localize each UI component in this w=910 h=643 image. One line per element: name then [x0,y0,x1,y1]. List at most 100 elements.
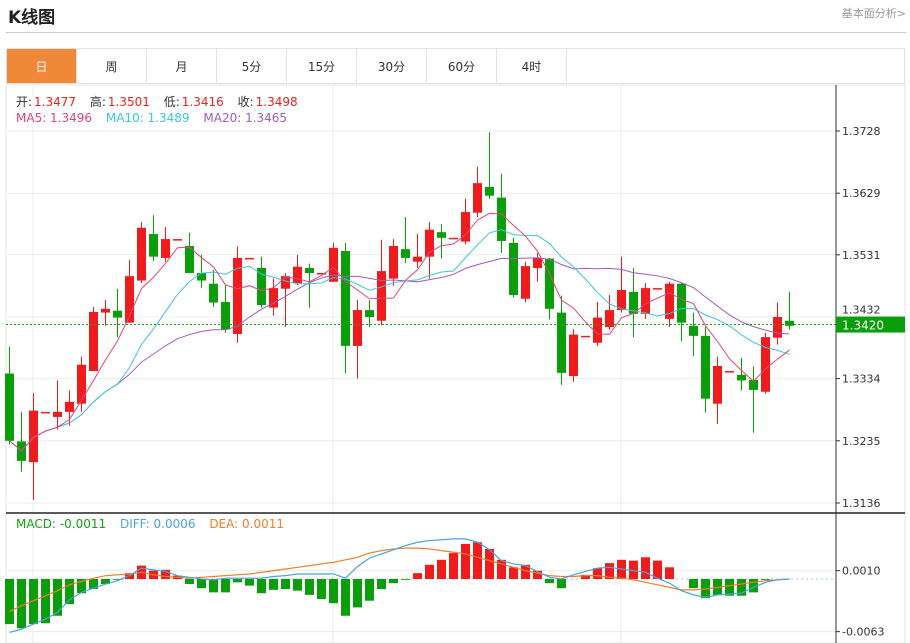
macd-bar [281,579,290,590]
candle-body [569,334,578,377]
price-tick-label: 1.3235 [842,435,881,448]
ma5-line [9,212,790,452]
price-tick-label: 1.3728 [842,125,881,138]
candle-body [773,317,782,338]
candle-body [377,271,386,321]
candle-body [641,288,650,314]
candle-body [749,379,758,390]
macd-bar [665,567,674,579]
candle-body [89,311,98,372]
fundamental-analysis-link[interactable]: 基本面分析> [841,7,906,20]
candle-body [293,266,302,284]
low-value: 1.3416 [181,95,224,109]
candle-body [281,276,290,289]
candle-body [341,251,350,346]
macd-bar [461,543,470,579]
candle-body [737,374,746,381]
candle-body [761,337,770,392]
candle-body [209,283,218,303]
open-value: 1.3477 [34,95,77,109]
macd-bar [5,579,14,625]
candle-body [521,266,530,299]
candle-body [161,239,170,258]
candle-body [497,197,506,241]
macd-bar [593,568,602,579]
candle-body [41,411,50,414]
chart-frame [5,84,906,643]
macd-bar [293,579,302,591]
candle-body [581,335,590,338]
macd-bar [497,559,506,579]
candle-body [101,308,110,313]
macd-bar [629,560,638,579]
diff-value: DIFF: 0.0006 [119,517,196,531]
macd-bar [737,579,746,596]
ma10-line [9,229,790,452]
candle-body [785,320,794,326]
macd-bar [365,579,374,601]
tab-15min[interactable]: 15分 [287,49,357,83]
candle-body [305,267,314,274]
macd-bar [245,579,254,586]
tab-day[interactable]: 日 [7,49,77,83]
candle-body [413,256,422,262]
candle-body [461,212,470,242]
candle-body [689,325,698,336]
macd-bar [197,579,206,589]
candle-body [65,401,74,412]
macd-bar [509,567,518,579]
macd-bar [545,579,554,584]
candle-body [533,257,542,268]
candle-body [593,317,602,343]
candle-body [5,373,14,441]
candle-body [473,183,482,213]
period-tabs: 日 周 月 5分 15分 30分 60分 4时 [6,48,905,84]
price-tick-label: 1.3432 [842,304,881,317]
candle-body [233,257,242,334]
diff-line [9,538,790,634]
macd-bar [269,579,278,590]
macd-bar [725,579,734,596]
candle-body [137,227,146,281]
macd-bar [185,579,194,585]
candle-body [365,310,374,317]
macd-bar [77,579,86,594]
macd-bar [557,579,566,589]
tab-4hour[interactable]: 4时 [497,49,567,83]
macd-bar [473,542,482,579]
macd-bar [389,579,398,584]
ma10-value: MA10: 1.3489 [105,111,190,125]
price-tick-label: 1.3334 [842,373,881,386]
macd-bar [437,559,446,579]
current-price-badge [836,316,905,333]
candle-body [665,283,674,319]
macd-tick-label: 0.0010 [842,565,881,578]
macd-bar [533,570,542,579]
candle-body [221,301,230,330]
high-label: 高: [89,95,106,109]
tab-60min[interactable]: 60分 [427,49,497,83]
candle-body [725,371,734,373]
macd-bar [401,579,410,580]
candle-body [185,245,194,274]
macd-bar [89,579,98,590]
tab-30min[interactable]: 30分 [357,49,427,83]
macd-bar [41,579,50,624]
dea-value: DEA: 0.0011 [209,517,284,531]
macd-bar [221,579,230,593]
macd-bar [425,564,434,579]
divider [6,32,906,33]
candle-body [653,288,662,290]
ohlc-legend: 开: 1.3477 高: 1.3501 低: 1.3416 收: 1.3498 [16,93,300,110]
macd-bar [653,560,662,579]
tab-5min[interactable]: 5分 [217,49,287,83]
macd-bar [761,579,770,580]
tab-month[interactable]: 月 [147,49,217,83]
macd-bar [17,579,26,629]
candle-body [485,186,494,196]
macd-bar [53,579,62,616]
tab-week[interactable]: 周 [77,49,147,83]
high-value: 1.3501 [107,95,150,109]
open-label: 开: [16,95,33,109]
